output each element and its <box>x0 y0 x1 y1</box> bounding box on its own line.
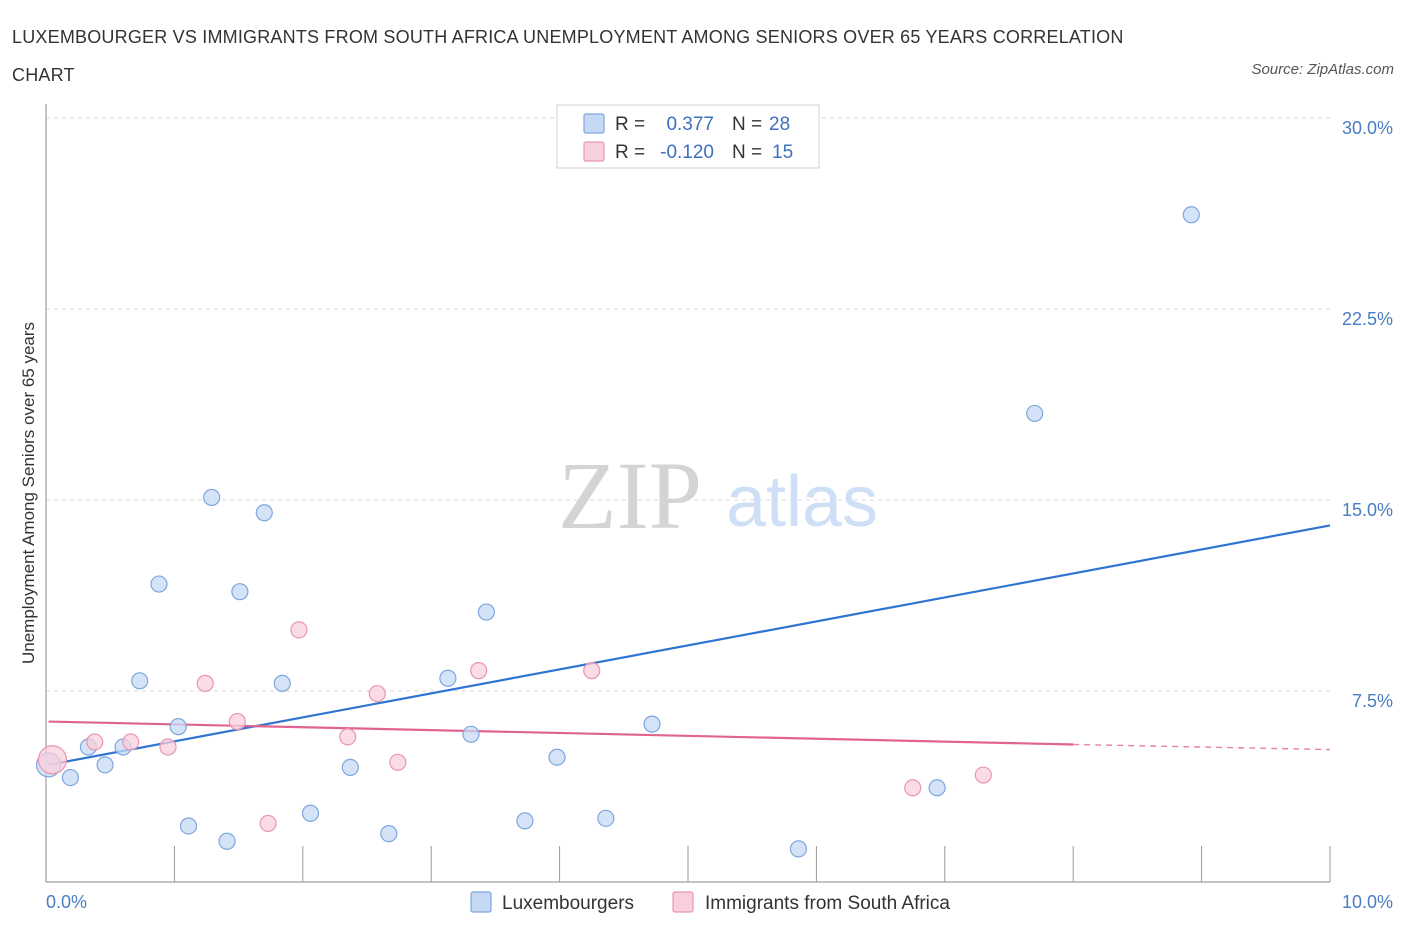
luxembourgers-point-3 <box>96 756 114 774</box>
luxembourgers-point-9 <box>203 488 221 507</box>
luxembourgers-point-23 <box>643 715 661 733</box>
luxembourgers-point-8 <box>179 817 198 835</box>
luxembourgers-point-25 <box>928 779 946 797</box>
immigrants-point-8 <box>339 728 357 746</box>
chart-title: LUXEMBOURGER VS IMMIGRANTS FROM SOUTH AF… <box>12 27 1124 85</box>
luxembourgers-point-7 <box>169 718 187 736</box>
watermark-atlas: atlas <box>726 462 878 542</box>
immigrants-point-6 <box>259 814 277 833</box>
luxembourgers-point-24 <box>789 840 808 858</box>
immigrants-point-14 <box>974 766 992 784</box>
legend-r-label-2: R = <box>615 142 645 163</box>
luxembourgers-point-18 <box>462 725 480 743</box>
watermark-zip: ZIP <box>558 442 702 549</box>
legend-r-value-2: -0.120 <box>660 142 714 163</box>
legend-n-value-1: 28 <box>769 114 790 135</box>
trend-line-immigrants <box>48 720 1074 746</box>
immigrants-point-5 <box>228 712 246 731</box>
luxembourgers-point-22 <box>597 809 615 827</box>
immigrants-point-2 <box>122 733 140 751</box>
legend-swatch-blue <box>583 113 605 134</box>
immigrants-point-12 <box>583 662 601 680</box>
luxembourgers-point-21 <box>548 748 566 766</box>
luxembourgers-point-26 <box>1026 404 1044 423</box>
luxembourgers-point-27 <box>1182 206 1200 224</box>
immigrants-point-9 <box>368 684 386 703</box>
x-tick-label-min: 0.0% <box>46 892 87 912</box>
immigrants-point-4 <box>196 674 214 692</box>
luxembourgers-point-12 <box>255 504 273 522</box>
luxembourgers-point-6 <box>150 575 168 593</box>
luxembourgers-point-10 <box>218 832 236 850</box>
immigrants-point-0 <box>37 745 68 775</box>
series-legend: Luxembourgers Immigrants from South Afri… <box>470 891 950 914</box>
legend-r-label-1: R = <box>615 114 645 135</box>
luxembourgers-point-17 <box>439 669 457 687</box>
luxembourgers-point-14 <box>301 804 320 822</box>
y-tick-label-0: 7.5% <box>1352 691 1393 711</box>
y-tick-label-2: 22.5% <box>1342 309 1393 329</box>
luxembourgers-point-19 <box>477 603 496 621</box>
x-tick-label-max: 10.0% <box>1342 892 1393 912</box>
immigrants-point-11 <box>470 662 488 680</box>
y-tick-label-3: 30.0% <box>1342 118 1393 138</box>
legend-swatch-immigrants <box>672 891 694 913</box>
luxembourgers-point-13 <box>273 674 291 692</box>
immigrants-point-3 <box>159 738 177 756</box>
trend-line-immigrants-extension <box>1073 743 1331 751</box>
y-axis-label: Unemployment Among Seniors over 65 years <box>19 322 38 664</box>
legend-r-value-1: 0.377 <box>666 114 714 135</box>
trend-line-luxembourgers <box>48 524 1331 766</box>
immigrants-point-10 <box>389 753 407 771</box>
source-label: Source: ZipAtlas.com <box>1251 61 1394 78</box>
luxembourgers-point-20 <box>516 812 534 830</box>
y-tick-labels: 7.5% 15.0% 22.5% 30.0% <box>1342 118 1393 711</box>
x-tick-labels: 0.0% 10.0% <box>46 892 1393 912</box>
legend-label-immigrants: Immigrants from South Africa <box>705 893 950 914</box>
legend-n-label-1: N = <box>732 114 762 135</box>
legend-label-luxembourgers: Luxembourgers <box>502 893 634 914</box>
luxembourgers-point-11 <box>231 583 249 601</box>
luxembourgers-point-16 <box>380 825 398 843</box>
trend-lines <box>48 524 1331 766</box>
luxembourgers-point-1 <box>61 768 79 787</box>
legend-swatch-pink <box>583 141 605 162</box>
legend-n-value-2: 15 <box>772 142 793 163</box>
luxembourgers-point-15 <box>341 758 359 777</box>
correlation-legend: R = 0.377 N = 28 R = -0.120 N = 15 <box>556 104 820 169</box>
grid <box>46 117 1330 692</box>
immigrants-point-13 <box>904 779 922 797</box>
y-tick-label-1: 15.0% <box>1342 500 1393 520</box>
luxembourgers-point-5 <box>131 672 149 690</box>
immigrants-point-1 <box>86 733 104 751</box>
legend-swatch-luxembourgers <box>470 891 492 913</box>
watermark: ZIP atlas <box>558 442 878 549</box>
immigrants-point-7 <box>290 621 308 639</box>
series-immigrants-south-africa <box>37 621 992 833</box>
axes <box>45 104 1331 883</box>
legend-n-label-2: N = <box>732 142 762 163</box>
